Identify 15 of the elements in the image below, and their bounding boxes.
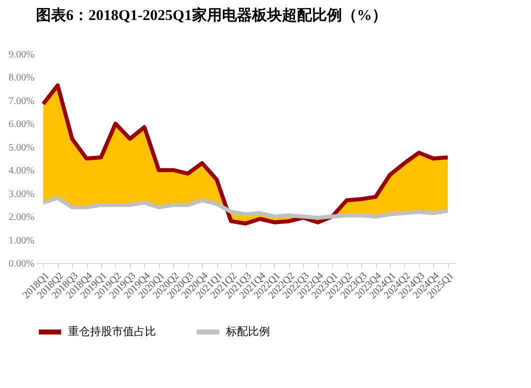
y-tick-label: 7.00% — [8, 96, 34, 107]
y-tick-label: 9.00% — [8, 50, 34, 60]
chart-title: 图表6：2018Q1-2025Q1家用电器板块超配比例（%） — [36, 6, 387, 24]
legend-label: 重仓持股市值占比 — [68, 325, 156, 338]
y-tick-label: 0.00% — [8, 258, 34, 270]
y-tick-label: 6.00% — [8, 119, 34, 130]
y-tick-label: 3.00% — [8, 188, 34, 200]
line-series — [41, 196, 450, 220]
legend-label: 标配比例 — [225, 325, 270, 338]
line-series — [41, 83, 450, 226]
y-tick-label: 1.00% — [8, 235, 34, 246]
y-tick-label: 2.00% — [8, 212, 34, 224]
y-tick-label: 5.00% — [8, 142, 34, 154]
y-tick-label: 4.00% — [8, 166, 34, 177]
y-tick-label: 8.00% — [8, 72, 34, 84]
